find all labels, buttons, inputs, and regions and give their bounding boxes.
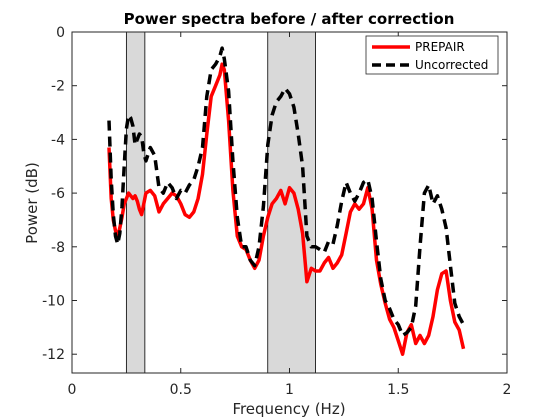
y-tick-label: -10 <box>42 294 65 310</box>
y-tick-label: 0 <box>56 25 65 41</box>
y-tick-label: -4 <box>51 132 65 148</box>
y-tick-label: -6 <box>51 186 65 202</box>
y-tick-label: -12 <box>42 347 65 363</box>
chart-title: Power spectra before / after correction <box>124 10 455 28</box>
y-tick-label: -8 <box>51 240 65 256</box>
x-tick-label: 1.5 <box>387 382 409 398</box>
x-tick-label: 0.5 <box>170 382 192 398</box>
legend-label-uncorrected: Uncorrected <box>415 58 488 72</box>
y-tick-label: -2 <box>51 79 65 95</box>
shaded-band-1 <box>126 32 144 373</box>
y-axis-label: Power (dB) <box>23 162 41 244</box>
legend-label-prepair: PREPAIR <box>415 40 465 54</box>
x-tick-label: 1 <box>285 382 294 398</box>
x-axis-label: Frequency (Hz) <box>232 400 345 418</box>
legend: PREPAIR Uncorrected <box>366 36 498 74</box>
x-tick-label: 2 <box>503 382 512 398</box>
x-tick-label: 0 <box>68 382 77 398</box>
